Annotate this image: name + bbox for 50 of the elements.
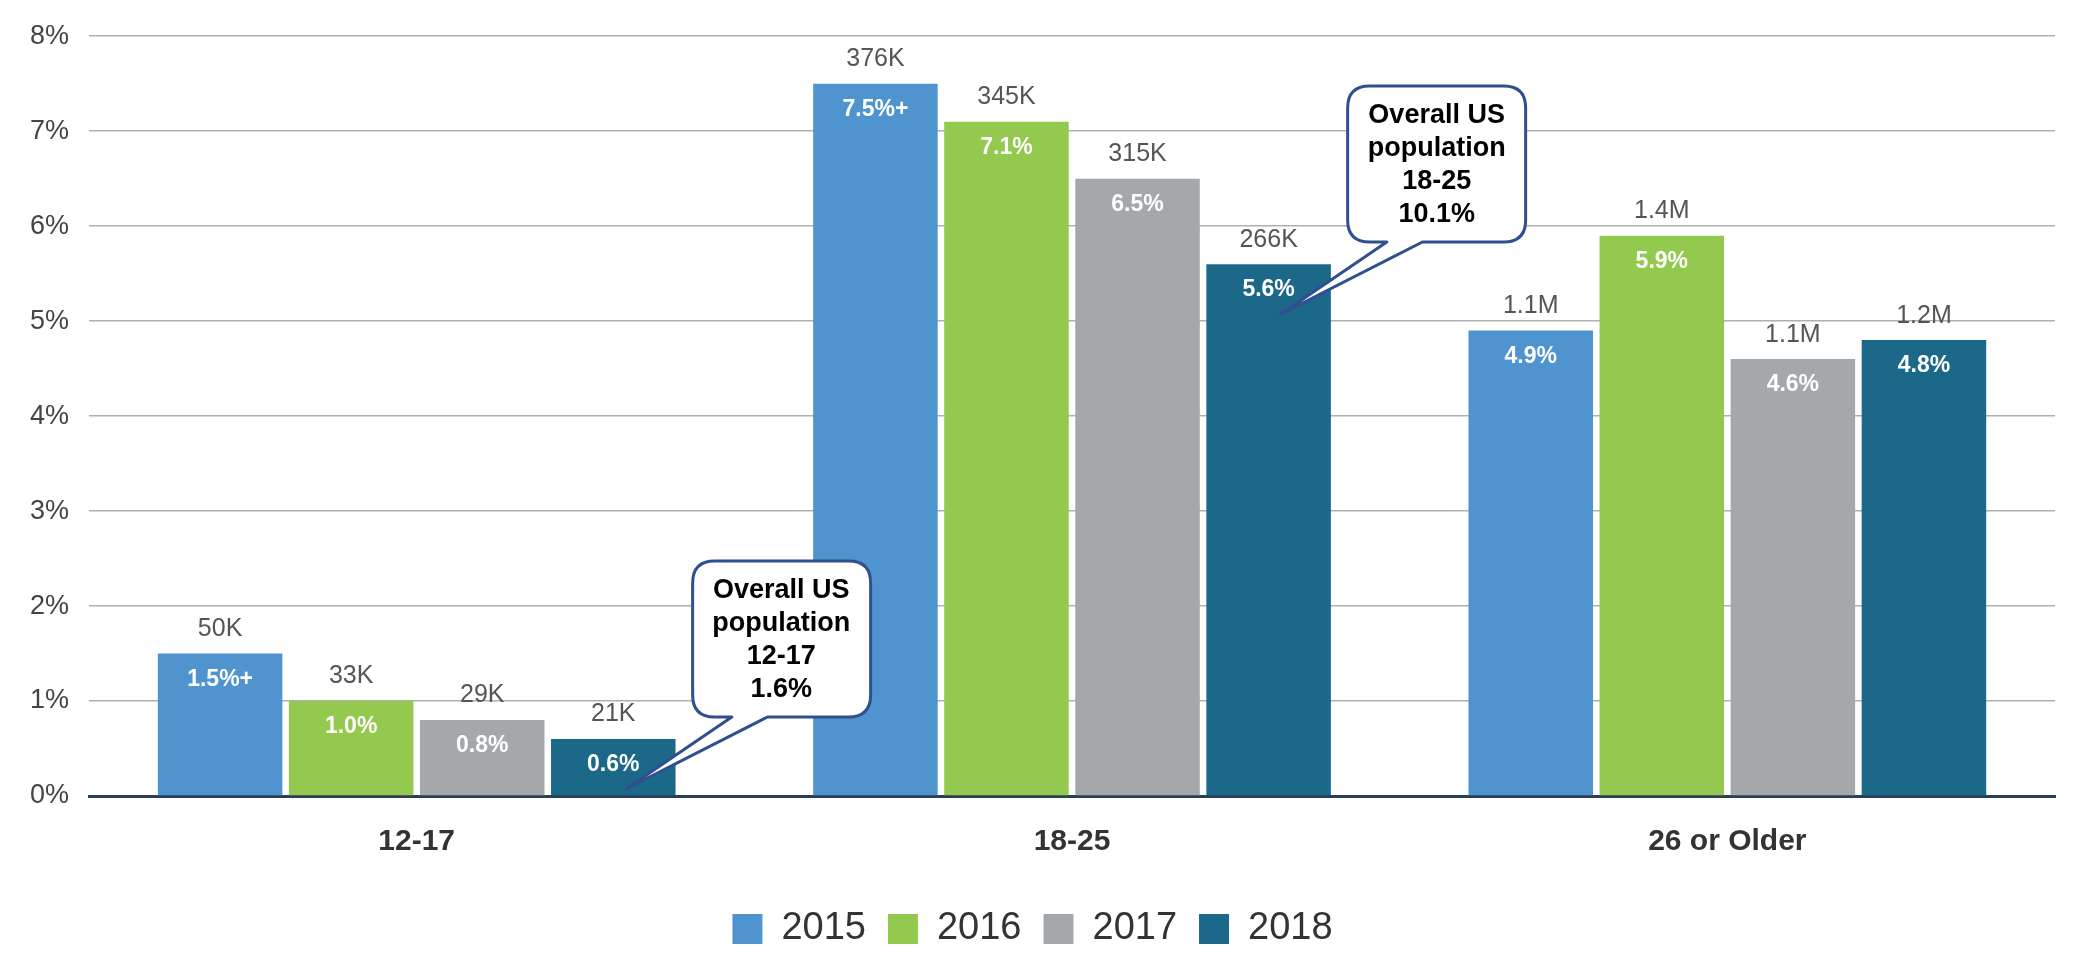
data-label: 1.5%+: [187, 664, 254, 691]
y-tick-label: 3%: [29, 494, 70, 525]
data-label: 6.5%: [1111, 190, 1164, 217]
annotation: 29K: [459, 679, 505, 708]
bar: [419, 720, 545, 796]
legend-label: 2016: [936, 905, 1022, 948]
bar: [1468, 330, 1593, 796]
bar: [288, 701, 414, 796]
legend-label: 2015: [781, 905, 866, 948]
bar: [944, 121, 1069, 796]
data-label: 7.1%: [980, 133, 1033, 160]
y-tick-label: 5%: [29, 304, 70, 335]
y-tick-label: 8%: [29, 19, 70, 50]
annotation: 1.1M: [1765, 318, 1821, 347]
bar: [1206, 264, 1331, 796]
bar: [1599, 235, 1725, 796]
y-tick-label: 7%: [29, 114, 70, 145]
x-tick-label: 18-25: [1033, 823, 1111, 857]
annotation: 1.2M: [1896, 299, 1952, 328]
y-tick-label: 4%: [29, 399, 70, 430]
annotation: Overall US population 18-25 10.1%: [1367, 98, 1506, 231]
data-label: 5.6%: [1242, 275, 1295, 302]
annotation: 1.1M: [1502, 290, 1559, 319]
data-label: 7.5%+: [842, 95, 909, 122]
annotation: 266K: [1239, 223, 1299, 252]
bar: [1861, 340, 1987, 796]
data-label: 4.6%: [1766, 370, 1820, 397]
annotation: 50K: [197, 612, 243, 641]
annotation: Overall US population 12-17 1.6%: [712, 573, 851, 705]
y-tick-label: 1%: [29, 684, 70, 715]
legend-label: 2018: [1248, 905, 1333, 948]
data-label: 4.9%: [1504, 341, 1557, 368]
y-tick-label: 2%: [29, 589, 70, 620]
annotation: 1.4M: [1634, 195, 1690, 224]
annotation: 376K: [846, 43, 905, 72]
data-label: 0.6%: [587, 750, 640, 777]
data-label: 5.9%: [1635, 246, 1689, 273]
annotation: 345K: [977, 81, 1036, 110]
x-tick-label: 12-17: [378, 823, 456, 857]
annotation: 21K: [591, 698, 636, 727]
annotation: 315K: [1108, 138, 1168, 167]
annotation: 33K: [328, 660, 374, 689]
y-tick-label: 0%: [29, 779, 70, 810]
x-tick-label: 26 or Older: [1648, 823, 1807, 857]
legend-label: 2017: [1092, 905, 1178, 948]
data-label: 1.0%: [324, 712, 378, 739]
bar: [157, 653, 283, 796]
data-label: 4.8%: [1897, 351, 1951, 378]
data-label: 0.8%: [456, 731, 509, 758]
y-tick-label: 6%: [29, 209, 70, 240]
